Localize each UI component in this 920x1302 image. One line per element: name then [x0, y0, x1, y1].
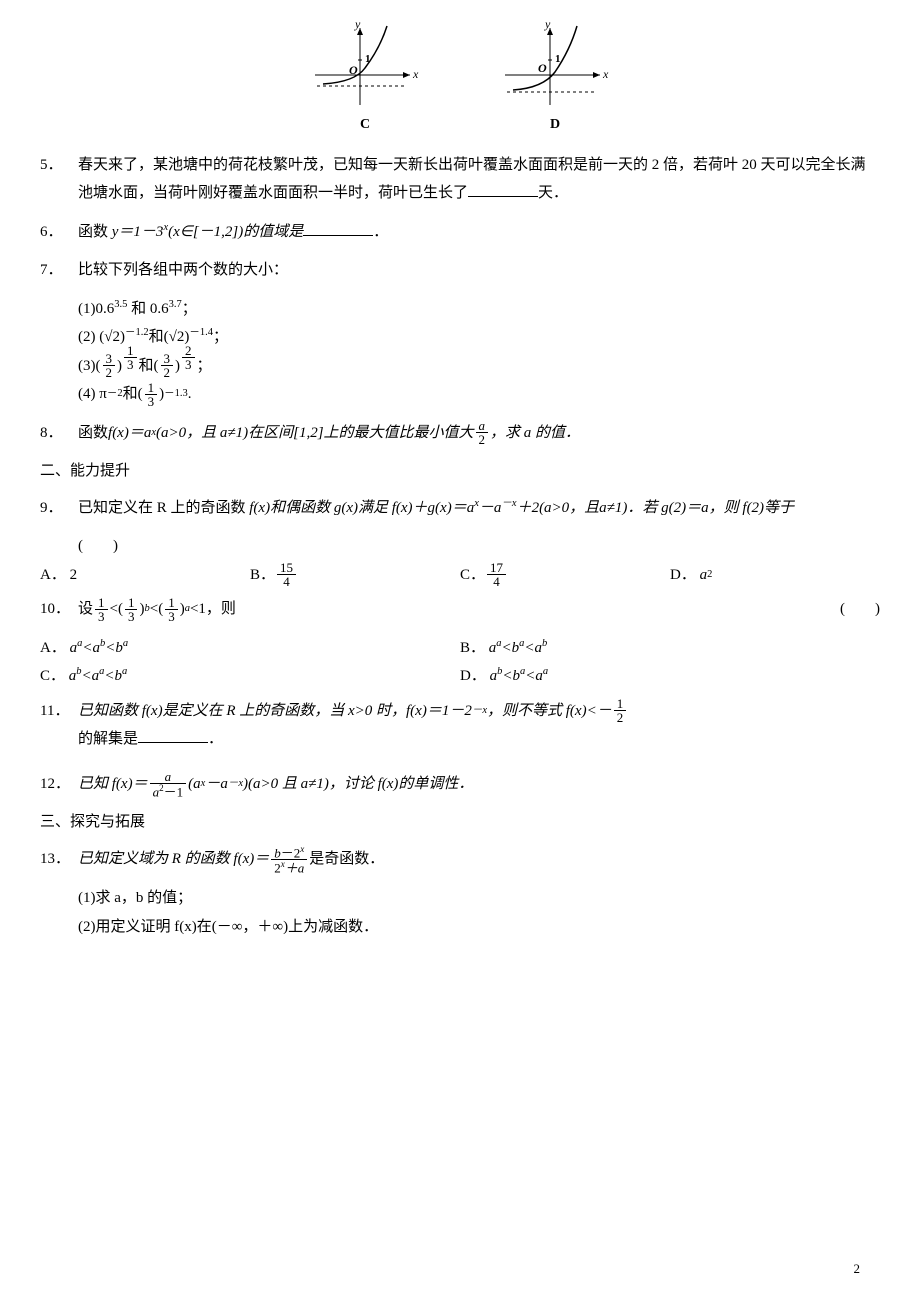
question-12: 12． 已知 f(x)＝aa2－1(ax－a－x)(a>0 且 a≠1)，讨论 …	[40, 770, 880, 799]
q9-paren: ( )	[40, 532, 880, 561]
figure-d: 1 O x y D	[495, 20, 615, 139]
q7-title: 比较下列各组中两个数的大小：	[78, 262, 288, 278]
graph-origin: O	[349, 63, 358, 77]
q7-part1: (1)0.63.5 和 0.63.7；	[40, 295, 880, 324]
q13-part1: (1)求 a，b 的值；	[40, 884, 880, 913]
q6-text-a: 函数	[78, 224, 112, 240]
q13-part2: (2)用定义证明 f(x)在(－∞，＋∞)上为减函数．	[40, 913, 880, 942]
q9-option-b: B．154	[250, 561, 460, 590]
q9-options: A． 2 B．154 C．174 D． a2	[40, 561, 880, 590]
q10-options-row1: A． aa<ab<ba B． aa<ba<ab	[40, 634, 880, 663]
question-8: 8． 函数 f(x)＝ax(a>0，且 a≠1)在区间[1,2]上的最大值比最小…	[40, 419, 880, 448]
q6-text-b: (x∈[－1,2])的值域是	[168, 224, 303, 240]
question-5: 5． 春天来了，某池塘中的荷花枝繁叶茂，已知每一天新长出荷叶覆盖水面面积是前一天…	[40, 151, 880, 208]
q8-number: 8．	[40, 419, 63, 448]
q6-expr: y＝1－3x	[112, 224, 168, 240]
q11-blank	[138, 727, 208, 743]
graph-c-svg: 1 O x y	[305, 20, 425, 110]
q9-option-c: C．174	[460, 561, 670, 590]
q6-text-c: ．	[373, 224, 388, 240]
svg-text:1: 1	[555, 53, 561, 65]
question-9: 9． 已知定义在 R 上的奇函数 f(x)和偶函数 g(x)满足 f(x)＋g(…	[40, 494, 880, 523]
q5-text-b: 天．	[538, 185, 568, 201]
q9-option-d: D． a2	[670, 561, 880, 590]
q10-option-d: D． ab<ba<aa	[460, 662, 880, 691]
q11-number: 11．	[40, 697, 69, 726]
graph-tick-1: 1	[365, 53, 371, 65]
q5-number: 5．	[40, 151, 63, 180]
figure-c: 1 O x y C	[305, 20, 425, 139]
figure-d-label: D	[550, 112, 560, 139]
question-11: 11． 已知函数 f(x)是定义在 R 上的奇函数，当 x>0 时，f(x)＝1…	[40, 697, 880, 754]
q10-paren: ( )	[840, 595, 880, 624]
q7-part3: (3) (32)13和(32)23；	[40, 352, 880, 381]
q13-number: 13．	[40, 845, 70, 874]
question-10: 10． 设13<(13)b<(13)a<1，则 ( )	[40, 595, 880, 624]
q6-number: 6．	[40, 218, 63, 247]
q7-part2: (2) (√2)－1.2和(√2)－1.4；	[40, 323, 880, 352]
q6-blank	[303, 220, 373, 236]
q10-option-a: A． aa<ab<ba	[40, 634, 460, 663]
graph-x: x	[412, 67, 419, 81]
graph-y: y	[354, 20, 361, 31]
q10-option-c: C． ab<aa<ba	[40, 662, 460, 691]
q9-number: 9．	[40, 494, 63, 523]
svg-text:y: y	[544, 20, 551, 31]
q9-option-a: A． 2	[40, 561, 250, 590]
page-number: 2	[854, 1257, 861, 1282]
q7-number: 7．	[40, 256, 63, 285]
figure-row: 1 O x y C 1 O x y D	[40, 20, 880, 139]
section-2-title: 二、能力提升	[40, 457, 880, 486]
svg-text:O: O	[538, 61, 547, 75]
section-3-title: 三、探究与拓展	[40, 808, 880, 837]
graph-d-svg: 1 O x y	[495, 20, 615, 110]
q7-part4: (4) π－2 和(13)－1.3.	[40, 380, 880, 409]
q5-blank	[468, 181, 538, 197]
question-7: 7． 比较下列各组中两个数的大小：	[40, 256, 880, 285]
q12-number: 12．	[40, 770, 70, 799]
figure-c-label: C	[360, 112, 370, 139]
q10-number: 10．	[40, 595, 70, 624]
question-6: 6． 函数 y＝1－3x(x∈[－1,2])的值域是 ．	[40, 218, 880, 247]
question-13: 13． 已知定义域为 R 的函数 f(x)＝b－2x2x＋a是奇函数．	[40, 845, 880, 875]
q10-option-b: B． aa<ba<ab	[460, 634, 880, 663]
q10-options-row2: C． ab<aa<ba D． ab<ba<aa	[40, 662, 880, 691]
svg-text:x: x	[602, 67, 609, 81]
